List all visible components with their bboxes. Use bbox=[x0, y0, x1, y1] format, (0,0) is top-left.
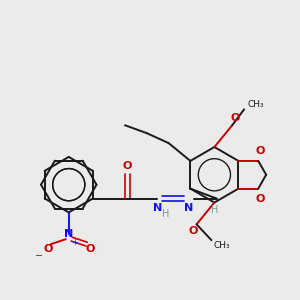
Text: O: O bbox=[189, 226, 198, 236]
Text: H: H bbox=[211, 206, 218, 215]
Text: N: N bbox=[64, 229, 74, 239]
Text: N: N bbox=[153, 203, 162, 214]
Text: O: O bbox=[86, 244, 95, 254]
Text: −: − bbox=[35, 251, 43, 261]
Text: H: H bbox=[162, 209, 170, 219]
Text: O: O bbox=[230, 113, 240, 123]
Text: O: O bbox=[256, 146, 265, 156]
Text: O: O bbox=[256, 194, 265, 203]
Text: O: O bbox=[123, 161, 132, 171]
Text: CH₃: CH₃ bbox=[248, 100, 264, 109]
Text: N: N bbox=[184, 203, 194, 214]
Text: CH₃: CH₃ bbox=[213, 241, 230, 250]
Text: O: O bbox=[43, 244, 52, 254]
Text: +: + bbox=[71, 238, 78, 247]
